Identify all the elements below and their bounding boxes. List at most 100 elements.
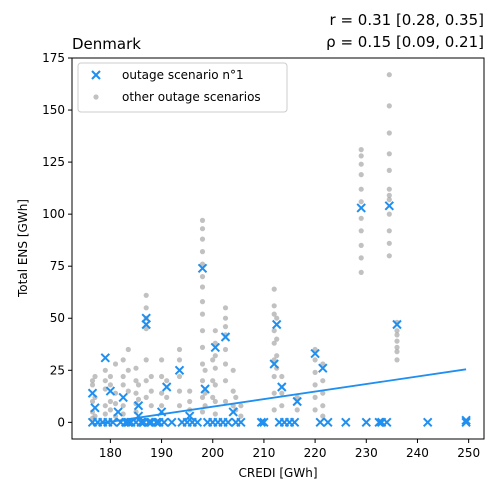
scenario-1-point xyxy=(382,417,392,428)
scenario-1-point xyxy=(256,417,267,428)
other-scenario-point xyxy=(202,390,208,396)
other-scenario-point xyxy=(125,388,131,394)
scenario-1-point xyxy=(323,417,333,428)
other-scenario-point xyxy=(120,357,126,363)
other-scenario-point xyxy=(199,328,206,334)
scenario-1-point xyxy=(210,342,221,353)
scenario-1-point xyxy=(292,396,302,407)
other-scenario-point xyxy=(199,394,206,400)
scenario-1-point xyxy=(123,417,134,428)
x-axis-label: CREDI [GWh] xyxy=(238,466,317,480)
x-tick-label: 210 xyxy=(252,446,275,460)
other-scenario-point xyxy=(230,367,236,373)
y-axis-label: Total ENS [GWh] xyxy=(16,199,30,298)
other-scenario-point xyxy=(199,236,206,242)
other-scenario-point xyxy=(143,378,149,384)
stat-spearman: ρ = 0.15 [0.09, 0.21] xyxy=(326,33,484,51)
other-scenario-point xyxy=(143,394,149,400)
other-scenario-point xyxy=(120,382,126,388)
y-ticks: 0 25 50 75 100 125 150 175 xyxy=(42,51,72,429)
other-scenario-point xyxy=(271,340,277,346)
other-scenario-point xyxy=(199,409,206,415)
other-scenario-point xyxy=(271,390,277,396)
other-scenario-point xyxy=(358,255,364,261)
other-scenario-point xyxy=(92,373,98,380)
other-scenario-point xyxy=(386,253,392,259)
other-scenario-point xyxy=(386,151,392,157)
other-scenario-point xyxy=(199,299,206,305)
other-scenario-point xyxy=(112,401,119,407)
scenario-1-point xyxy=(90,403,100,413)
other-scenario-point xyxy=(212,398,218,405)
other-scenario-point xyxy=(199,311,206,317)
other-scenario-point xyxy=(294,394,300,400)
other-scenario-point xyxy=(312,346,318,353)
other-scenario-point xyxy=(202,367,208,373)
scenario-1-point xyxy=(113,407,123,417)
other-scenario-point xyxy=(238,403,244,409)
scenario-1-point xyxy=(422,417,433,428)
scenario-1-point xyxy=(310,348,320,359)
other-scenario-point xyxy=(222,315,229,321)
other-scenario-point xyxy=(148,388,154,394)
other-scenario-point xyxy=(320,378,326,384)
scenario-1-point xyxy=(167,417,177,428)
scenario-1-point xyxy=(200,384,210,394)
other-scenario-point xyxy=(176,373,183,380)
other-scenario-point xyxy=(222,324,229,330)
scenario-1-point xyxy=(136,417,146,428)
scenario-1-point xyxy=(315,417,325,428)
other-scenario-point xyxy=(176,346,183,353)
plot-frame xyxy=(71,57,485,440)
other-scenario-point xyxy=(358,153,364,159)
other-scenario-point xyxy=(320,390,326,396)
scenario-1-point xyxy=(374,417,384,428)
x-tick-label: 220 xyxy=(304,446,327,460)
other-scenario-point xyxy=(394,338,400,344)
other-scenario-point xyxy=(394,328,400,334)
x-tick-label: 190 xyxy=(150,446,173,460)
x-tick-label: 240 xyxy=(406,446,429,460)
other-scenario-point xyxy=(199,217,206,223)
other-scenario-point xyxy=(148,373,154,380)
other-scenario-point xyxy=(135,382,142,388)
other-scenario-point xyxy=(358,199,364,205)
scenario-1-point xyxy=(461,415,471,426)
other-scenario-point xyxy=(386,192,392,198)
other-scenario-point xyxy=(386,103,392,109)
chart-title: Denmark xyxy=(72,35,141,53)
other-scenario-point xyxy=(271,373,277,380)
other-scenario-point xyxy=(176,403,183,409)
other-scenario-point xyxy=(312,369,318,375)
other-scenario-point xyxy=(271,328,277,334)
legend-marker-other xyxy=(93,94,99,100)
scenario-1-point xyxy=(174,365,185,376)
other-scenario-point xyxy=(148,403,154,409)
scenario-1-point xyxy=(318,363,328,373)
other-scenario-point xyxy=(358,147,364,153)
other-scenario-point xyxy=(143,326,149,332)
y-tick-label: 125 xyxy=(42,155,65,169)
other-scenario-point xyxy=(230,388,236,394)
other-scenario-point xyxy=(164,378,170,384)
scenario-1-point xyxy=(87,388,98,398)
other-scenario-point xyxy=(274,336,280,342)
other-scenario-point xyxy=(386,211,392,217)
other-scenario-point xyxy=(320,361,326,367)
scenario-1-point xyxy=(151,417,162,428)
other-scenario-point xyxy=(176,388,183,394)
other-scenario-point xyxy=(222,398,229,405)
scenario-1-point xyxy=(289,417,300,428)
other-scenario-point xyxy=(238,413,244,419)
scenario-1-point xyxy=(118,392,128,403)
other-scenario-point xyxy=(394,349,400,355)
other-scenario-point xyxy=(212,353,218,359)
other-scenario-point xyxy=(394,344,400,350)
other-scenario-point xyxy=(107,382,113,388)
other-scenario-point xyxy=(199,361,206,367)
x-tick-label: 180 xyxy=(99,446,122,460)
other-scenario-point xyxy=(271,311,277,317)
other-scenario-point xyxy=(159,390,165,396)
other-scenario-point xyxy=(102,378,108,384)
